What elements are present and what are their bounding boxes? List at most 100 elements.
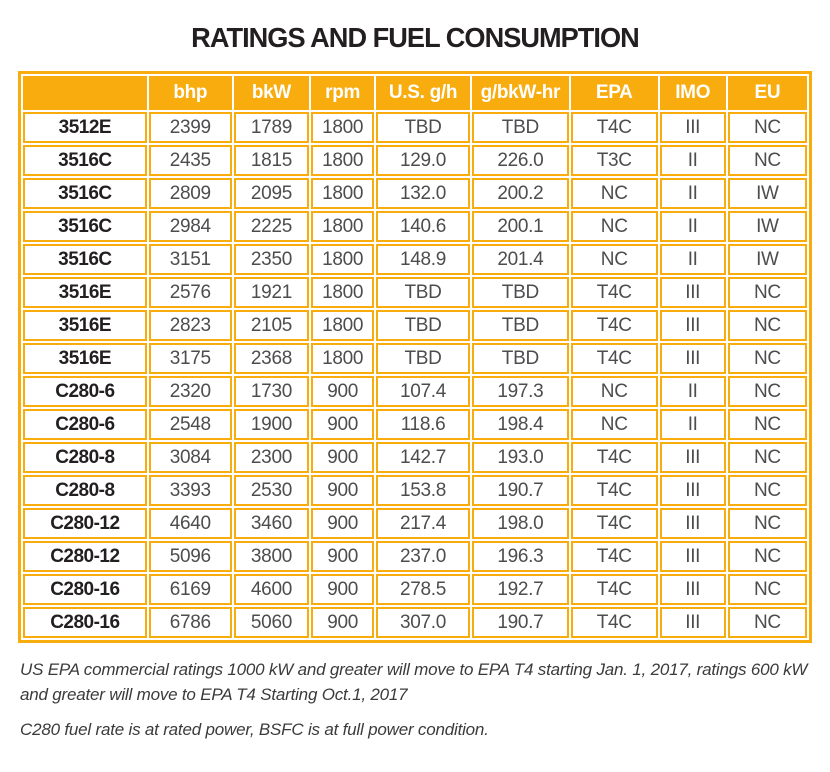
value-cell: NC: [727, 442, 807, 473]
value-cell: NC: [727, 376, 807, 407]
table-row: 3516E 2576 1921 1800 TBD TBD T4C III NC: [23, 277, 807, 308]
model-cell: 3516E: [23, 310, 147, 341]
value-cell: 1800: [311, 145, 375, 176]
table-row: 3512E 2399 1789 1800 TBD TBD T4C III NC: [23, 112, 807, 143]
value-cell: 900: [311, 475, 375, 506]
value-cell: NC: [727, 475, 807, 506]
model-cell: 3516C: [23, 244, 147, 275]
value-cell: 1800: [311, 244, 375, 275]
value-cell: III: [659, 343, 726, 374]
value-cell: 2105: [233, 310, 310, 341]
value-cell: II: [659, 244, 726, 275]
table-row: C280-6 2320 1730 900 107.4 197.3 NC II NC: [23, 376, 807, 407]
value-cell: TBD: [376, 277, 470, 308]
value-cell: NC: [727, 574, 807, 605]
value-cell: 1815: [233, 145, 310, 176]
value-cell: 1800: [311, 310, 375, 341]
model-cell: C280-12: [23, 541, 147, 572]
value-cell: 3460: [233, 508, 310, 539]
value-cell: 1921: [233, 277, 310, 308]
column-header: U.S. g/h: [376, 76, 470, 110]
value-cell: 900: [311, 442, 375, 473]
value-cell: III: [659, 574, 726, 605]
value-cell: III: [659, 310, 726, 341]
value-cell: NC: [570, 211, 658, 242]
value-cell: 148.9: [376, 244, 470, 275]
value-cell: T4C: [570, 442, 658, 473]
value-cell: 142.7: [376, 442, 470, 473]
value-cell: 3175: [148, 343, 232, 374]
value-cell: 200.1: [471, 211, 569, 242]
value-cell: 201.4: [471, 244, 569, 275]
value-cell: 1800: [311, 112, 375, 143]
value-cell: NC: [727, 508, 807, 539]
ratings-table: bhp bkW rpm U.S. g/h g/bkW-hr EPA IMO EU 3512E 2…: [18, 71, 812, 643]
value-cell: II: [659, 145, 726, 176]
value-cell: 2399: [148, 112, 232, 143]
table-row: 3516E 3175 2368 1800 TBD TBD T4C III NC: [23, 343, 807, 374]
value-cell: III: [659, 541, 726, 572]
value-cell: IW: [727, 211, 807, 242]
value-cell: NC: [727, 541, 807, 572]
value-cell: III: [659, 277, 726, 308]
table-row: C280-16 6169 4600 900 278.5 192.7 T4C III NC: [23, 574, 807, 605]
table-header: bhp bkW rpm U.S. g/h g/bkW-hr EPA IMO EU: [23, 76, 807, 110]
model-cell: 3516E: [23, 277, 147, 308]
value-cell: 193.0: [471, 442, 569, 473]
value-cell: 200.2: [471, 178, 569, 209]
model-cell: C280-8: [23, 442, 147, 473]
value-cell: T3C: [570, 145, 658, 176]
value-cell: III: [659, 112, 726, 143]
value-cell: 3800: [233, 541, 310, 572]
value-cell: 2300: [233, 442, 310, 473]
value-cell: 197.3: [471, 376, 569, 407]
value-cell: NC: [570, 376, 658, 407]
value-cell: 1800: [311, 343, 375, 374]
value-cell: TBD: [471, 310, 569, 341]
model-cell: C280-16: [23, 574, 147, 605]
value-cell: NC: [727, 607, 807, 638]
value-cell: 900: [311, 376, 375, 407]
value-cell: 118.6: [376, 409, 470, 440]
table-row: C280-12 4640 3460 900 217.4 198.0 T4C III NC: [23, 508, 807, 539]
table-row: C280-6 2548 1900 900 118.6 198.4 NC II NC: [23, 409, 807, 440]
column-header: bkW: [233, 76, 310, 110]
value-cell: NC: [570, 244, 658, 275]
table-row: 3516E 2823 2105 1800 TBD TBD T4C III NC: [23, 310, 807, 341]
value-cell: 5096: [148, 541, 232, 572]
column-header: IMO: [659, 76, 726, 110]
value-cell: NC: [727, 310, 807, 341]
value-cell: 2225: [233, 211, 310, 242]
value-cell: III: [659, 607, 726, 638]
value-cell: 1800: [311, 211, 375, 242]
header-row: bhp bkW rpm U.S. g/h g/bkW-hr EPA IMO EU: [23, 76, 807, 110]
model-cell: 3516C: [23, 145, 147, 176]
value-cell: 2320: [148, 376, 232, 407]
value-cell: NC: [570, 409, 658, 440]
value-cell: NC: [727, 145, 807, 176]
column-header-blank: [23, 76, 147, 110]
value-cell: IW: [727, 244, 807, 275]
value-cell: T4C: [570, 541, 658, 572]
value-cell: 190.7: [471, 607, 569, 638]
value-cell: III: [659, 508, 726, 539]
table-row: C280-16 6786 5060 900 307.0 190.7 T4C III NC: [23, 607, 807, 638]
model-cell: C280-6: [23, 409, 147, 440]
column-header: g/bkW-hr: [471, 76, 569, 110]
value-cell: 2530: [233, 475, 310, 506]
value-cell: 4600: [233, 574, 310, 605]
value-cell: 3393: [148, 475, 232, 506]
value-cell: NC: [727, 112, 807, 143]
value-cell: III: [659, 475, 726, 506]
value-cell: 226.0: [471, 145, 569, 176]
value-cell: 5060: [233, 607, 310, 638]
value-cell: II: [659, 409, 726, 440]
value-cell: 1900: [233, 409, 310, 440]
value-cell: T4C: [570, 343, 658, 374]
value-cell: NC: [727, 409, 807, 440]
value-cell: TBD: [376, 112, 470, 143]
value-cell: 107.4: [376, 376, 470, 407]
value-cell: 3084: [148, 442, 232, 473]
model-cell: 3512E: [23, 112, 147, 143]
